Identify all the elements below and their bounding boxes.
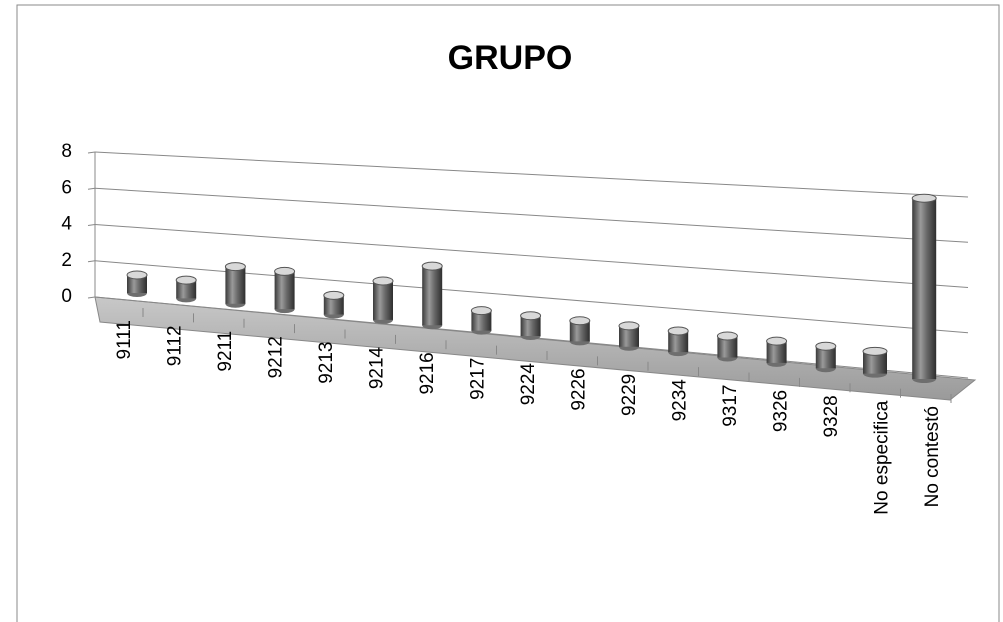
- x-tick-label: 9328: [821, 395, 842, 437]
- bar: [470, 306, 492, 335]
- y-tick-label: 2: [61, 250, 72, 271]
- x-tick-label: No contestó: [922, 406, 943, 507]
- x-tick-label: 9211: [215, 331, 236, 372]
- x-tick-label: 9212: [266, 336, 287, 378]
- y-tick: [87, 296, 96, 299]
- x-tick-label: 9226: [569, 368, 590, 410]
- x-tick-label: 9229: [619, 374, 640, 416]
- y-tick-label: 4: [61, 214, 72, 235]
- x-tick-label: 9213: [316, 342, 337, 384]
- x-tick-label: 9214: [367, 346, 388, 389]
- x-tick-label: No especifica: [872, 400, 893, 514]
- bar: [126, 270, 148, 297]
- bar: [323, 290, 345, 319]
- bar: [862, 346, 888, 378]
- x-tick-label: 9112: [165, 325, 186, 366]
- bar: [569, 316, 591, 346]
- x-tick-label: 9216: [417, 352, 438, 394]
- bar: [667, 326, 689, 357]
- bar: [175, 275, 197, 303]
- x-tick-label: 9224: [518, 363, 539, 406]
- bar: [911, 193, 937, 383]
- bar: [815, 341, 837, 373]
- bar: [421, 261, 443, 330]
- y-tick: [87, 187, 96, 190]
- bar: [372, 276, 394, 324]
- chart-title: GRUPO: [448, 39, 573, 77]
- x-tick-label: 9111: [114, 320, 135, 359]
- y-tick-label: 8: [61, 141, 72, 162]
- x-tick-label: 9326: [771, 390, 792, 432]
- y-tick: [87, 151, 96, 154]
- bar: [520, 311, 542, 340]
- y-tick-label: 6: [61, 177, 72, 198]
- grid-line: [94, 151, 969, 198]
- grid-line: [94, 187, 969, 243]
- bar: [716, 331, 738, 362]
- y-tick: [87, 260, 96, 263]
- grid-line: [94, 224, 969, 288]
- bar: [766, 336, 788, 367]
- y-tick: [87, 224, 96, 226]
- bar: [274, 266, 296, 314]
- bar: [224, 262, 246, 308]
- x-tick-label: 9317: [720, 385, 741, 427]
- bar: [618, 321, 640, 351]
- x-tick-label: 9234: [670, 379, 691, 422]
- x-tick-label: 9217: [468, 358, 489, 400]
- y-tick-label: 0: [61, 286, 72, 307]
